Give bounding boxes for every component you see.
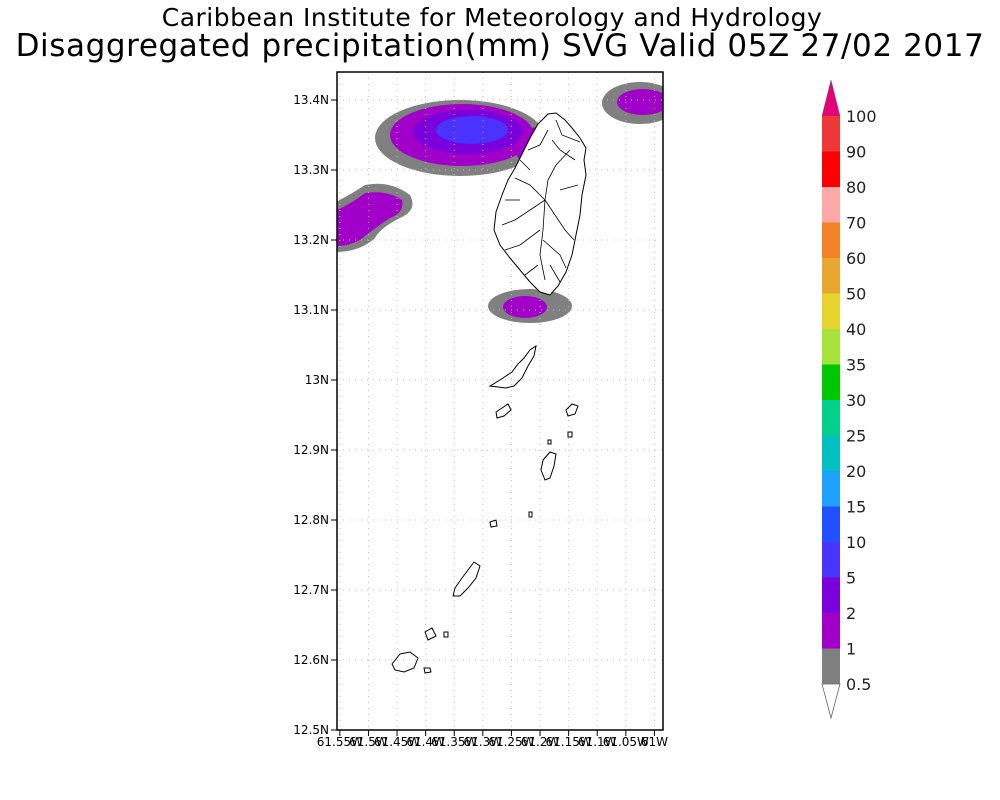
legend-label: 35: [846, 356, 866, 375]
legend-swatch: [822, 187, 840, 223]
lat-label: 12.7N: [293, 583, 329, 597]
precip-south-1mm: [503, 296, 547, 318]
island-mayreau: [489, 519, 498, 528]
legend-swatch: [822, 542, 840, 578]
precip-north-5mm: [436, 116, 508, 144]
legend-label: 0.5: [846, 675, 871, 694]
island-carriacou: [391, 651, 419, 673]
lat-label: 12.5N: [293, 723, 329, 737]
precip-ne-1mm: [617, 89, 663, 115]
legend-swatch: [822, 258, 840, 294]
island-union: [452, 561, 481, 597]
island-small-1: [495, 403, 512, 419]
lon-label: 61W: [641, 735, 668, 749]
map-frame: [336, 71, 664, 731]
legend-swatch: [822, 506, 840, 542]
lon-label: 61.35W: [431, 735, 477, 749]
legend-swatch: [822, 400, 840, 436]
island-small-2: [424, 627, 437, 641]
lat-label: 13.4N: [293, 93, 329, 107]
island-small-5: [547, 439, 552, 445]
island-small-3: [423, 667, 432, 674]
legend-label: 2: [846, 604, 856, 623]
legend-swatch: [822, 293, 840, 329]
lon-label: 61.1W: [578, 735, 617, 749]
island-bequia: [488, 344, 537, 389]
legend-label: 90: [846, 143, 866, 162]
islands: [391, 112, 587, 674]
legend-label: 100: [846, 107, 877, 126]
legend-label: 5: [846, 569, 856, 588]
legend-swatch: [822, 577, 840, 613]
legend-label: 80: [846, 178, 866, 197]
legend-top-arrow: [821, 79, 841, 117]
legend-label: 70: [846, 214, 866, 233]
legend-label: 60: [846, 249, 866, 268]
lat-label: 13.1N: [293, 303, 329, 317]
lat-label: 12.8N: [293, 513, 329, 527]
legend-swatch: [822, 613, 840, 649]
lon-label: 61.3W: [464, 735, 503, 749]
legend-label: 50: [846, 285, 866, 304]
lon-label: 61.55W: [317, 735, 363, 749]
island-canouan: [540, 451, 557, 481]
island-small-7: [567, 431, 573, 438]
lon-label: 61.4W: [406, 735, 445, 749]
legend-swatch: [822, 471, 840, 507]
legend-swatch: [822, 151, 840, 187]
legend-label: 40: [846, 320, 866, 339]
lat-label: 12.6N: [293, 653, 329, 667]
lat-label: 13.3N: [293, 163, 329, 177]
legend-swatch: [822, 222, 840, 258]
island-st-vincent: [493, 112, 587, 296]
lon-label: 61.25W: [488, 735, 534, 749]
latitude-labels: 13.4N 13.3N 13.2N 13.1N 13N 12.9N 12.8N 12.7N 12…: [293, 93, 329, 737]
legend-swatch: [822, 116, 840, 152]
legend-label: 1: [846, 640, 856, 659]
lon-label: 61.15W: [546, 735, 592, 749]
precip-west-1mm: [337, 192, 403, 246]
island-small-4: [443, 631, 449, 638]
lat-label: 12.9N: [293, 443, 329, 457]
island-small-6: [528, 511, 533, 518]
island-st-vincent-rivers: [501, 119, 581, 283]
legend-colorbar: 100 90 80 70 60 50 40 35 30 25 20 15 10 5 2 1 0.5: [821, 79, 877, 720]
lon-label: 61.45W: [374, 735, 420, 749]
legend-bottom-arrow: [821, 683, 841, 720]
chart-title: Caribbean Institute for Meteorology and …: [161, 3, 823, 32]
legend-label: 10: [846, 533, 866, 552]
legend-label: 15: [846, 498, 866, 517]
lon-label: 61.5W: [349, 735, 388, 749]
lon-label: 61.05W: [603, 735, 649, 749]
island-mustique: [565, 403, 579, 417]
legend-label: 30: [846, 391, 866, 410]
legend-label: 20: [846, 462, 866, 481]
chart-subtitle: Disaggregated precipitation(mm) SVG Vali…: [15, 28, 985, 64]
legend-swatch: [822, 648, 840, 684]
lat-label: 13.2N: [293, 233, 329, 247]
lon-label: 61.2W: [521, 735, 560, 749]
legend-swatch: [822, 435, 840, 471]
lat-label: 13N: [305, 373, 329, 387]
axis-ticks: [331, 99, 655, 736]
longitude-labels: 61.55W61.5W61.45W61.4W61.35W61.3W61.25W6…: [317, 735, 668, 749]
legend-swatch: [822, 329, 840, 365]
legend-label: 25: [846, 427, 866, 446]
legend-swatch: [822, 364, 840, 400]
